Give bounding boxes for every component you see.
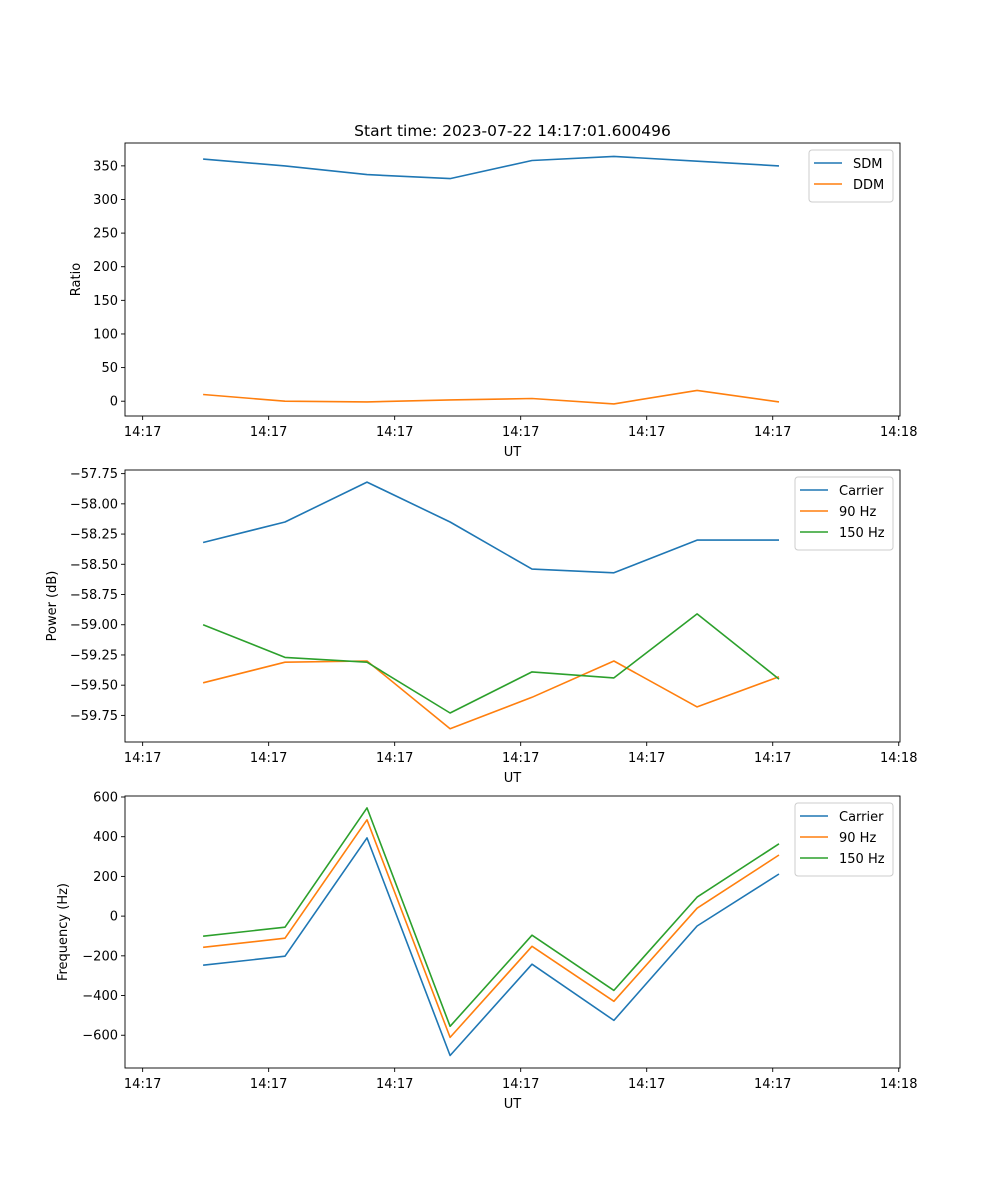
y-tick-label: 100: [93, 327, 118, 342]
y-tick-label: 600: [93, 790, 118, 805]
series-line-ddm: [203, 389, 780, 405]
axes-2: 14:17 14:17 14:17 14:17 14:17 14:17 14:18 −57.7…: [45, 467, 917, 786]
y-tick-label: 250: [93, 227, 118, 242]
y-tick-label: −58.50: [70, 558, 118, 573]
x-axis-label: UT: [504, 771, 522, 786]
x-tick-label: 14:18: [880, 751, 917, 766]
axes-frame: [124, 469, 901, 743]
chart-title: Start time: 2023-07-22 14:17:01.600496: [354, 122, 671, 140]
x-tick-label: 14:17: [376, 751, 413, 766]
legend-label: 150 Hz: [839, 852, 885, 867]
x-tick-label: 14:17: [376, 425, 413, 440]
axes-frame: [124, 142, 901, 417]
legend-label: Carrier: [839, 484, 884, 499]
y-tick-label: −59.00: [70, 618, 118, 633]
y-tick-label: 200: [93, 260, 118, 275]
x-tick-label: 14:17: [502, 425, 539, 440]
y-tick-label: −58.00: [70, 497, 118, 512]
axes-frame: [124, 795, 901, 1069]
y-axis-label: Power (dB): [45, 571, 60, 642]
x-tick-label: 14:17: [628, 751, 665, 766]
y-tick-label: −58.25: [70, 528, 118, 543]
y-axis-label: Ratio: [69, 263, 84, 296]
x-tick-label: 14:17: [502, 1077, 539, 1092]
y-tick-label: −57.75: [70, 467, 118, 482]
legend-label: DDM: [853, 178, 884, 193]
x-tick-label: 14:17: [502, 751, 539, 766]
legend-label: 150 Hz: [839, 526, 885, 541]
y-tick-label: 0: [110, 910, 118, 925]
series-line-sdm: [203, 155, 780, 180]
series-line-carrier: [202, 481, 779, 574]
x-tick-label: 14:17: [250, 425, 287, 440]
y-tick-label: 150: [93, 294, 118, 309]
x-tick-label: 14:17: [124, 425, 161, 440]
x-axis-label: UT: [504, 1097, 522, 1112]
x-axis-label: UT: [504, 445, 522, 460]
series-line-90-hz: [203, 818, 780, 1039]
y-tick-label: 0: [110, 395, 118, 410]
legend-label: 90 Hz: [839, 831, 876, 846]
x-tick-label: 14:17: [628, 1077, 665, 1092]
x-tick-label: 14:17: [124, 1077, 161, 1092]
y-tick-label: −58.75: [70, 588, 118, 603]
y-tick-label: −400: [82, 989, 118, 1004]
x-tick-label: 14:17: [250, 1077, 287, 1092]
y-tick-label: −59.50: [70, 679, 118, 694]
y-tick-label: −600: [82, 1029, 118, 1044]
x-tick-label: 14:17: [754, 425, 791, 440]
y-tick-label: −59.75: [70, 709, 118, 724]
legend-label: 90 Hz: [839, 505, 876, 520]
y-tick-label: 50: [101, 361, 118, 376]
legend: SDM DDM: [808, 149, 894, 203]
x-tick-label: 14:17: [754, 1077, 791, 1092]
x-tick-label: 14:17: [628, 425, 665, 440]
axes-3: 14:17 14:17 14:17 14:17 14:17 14:17 14:18 600 40…: [56, 790, 917, 1112]
y-tick-label: −59.25: [70, 648, 118, 663]
x-tick-label: 14:17: [754, 751, 791, 766]
x-tick-label: 14:17: [250, 751, 287, 766]
y-axis-label: Frequency (Hz): [56, 883, 71, 981]
legend-label: SDM: [853, 157, 882, 172]
y-tick-label: 200: [93, 870, 118, 885]
x-tick-label: 14:17: [124, 751, 161, 766]
legend: Carrier 90 Hz 150 Hz: [794, 476, 894, 551]
series-line-150-hz: [203, 807, 780, 1028]
legend: Carrier 90 Hz 150 Hz: [794, 802, 894, 877]
axes-1: 14:17 14:17 14:17 14:17 14:17 14:17 14:18 0 50 10…: [69, 122, 917, 460]
series-line-carrier: [203, 837, 780, 1057]
y-tick-label: 350: [93, 159, 118, 174]
x-tick-label: 14:18: [880, 1077, 917, 1092]
y-tick-label: 300: [93, 193, 118, 208]
y-tick-label: 400: [93, 830, 118, 845]
y-tick-label: −200: [82, 949, 118, 964]
x-tick-label: 14:17: [376, 1077, 413, 1092]
x-tick-label: 14:18: [880, 425, 917, 440]
series-line-90-hz: [202, 660, 780, 730]
series-line-150-hz: [202, 613, 780, 714]
legend-label: Carrier: [839, 810, 884, 825]
